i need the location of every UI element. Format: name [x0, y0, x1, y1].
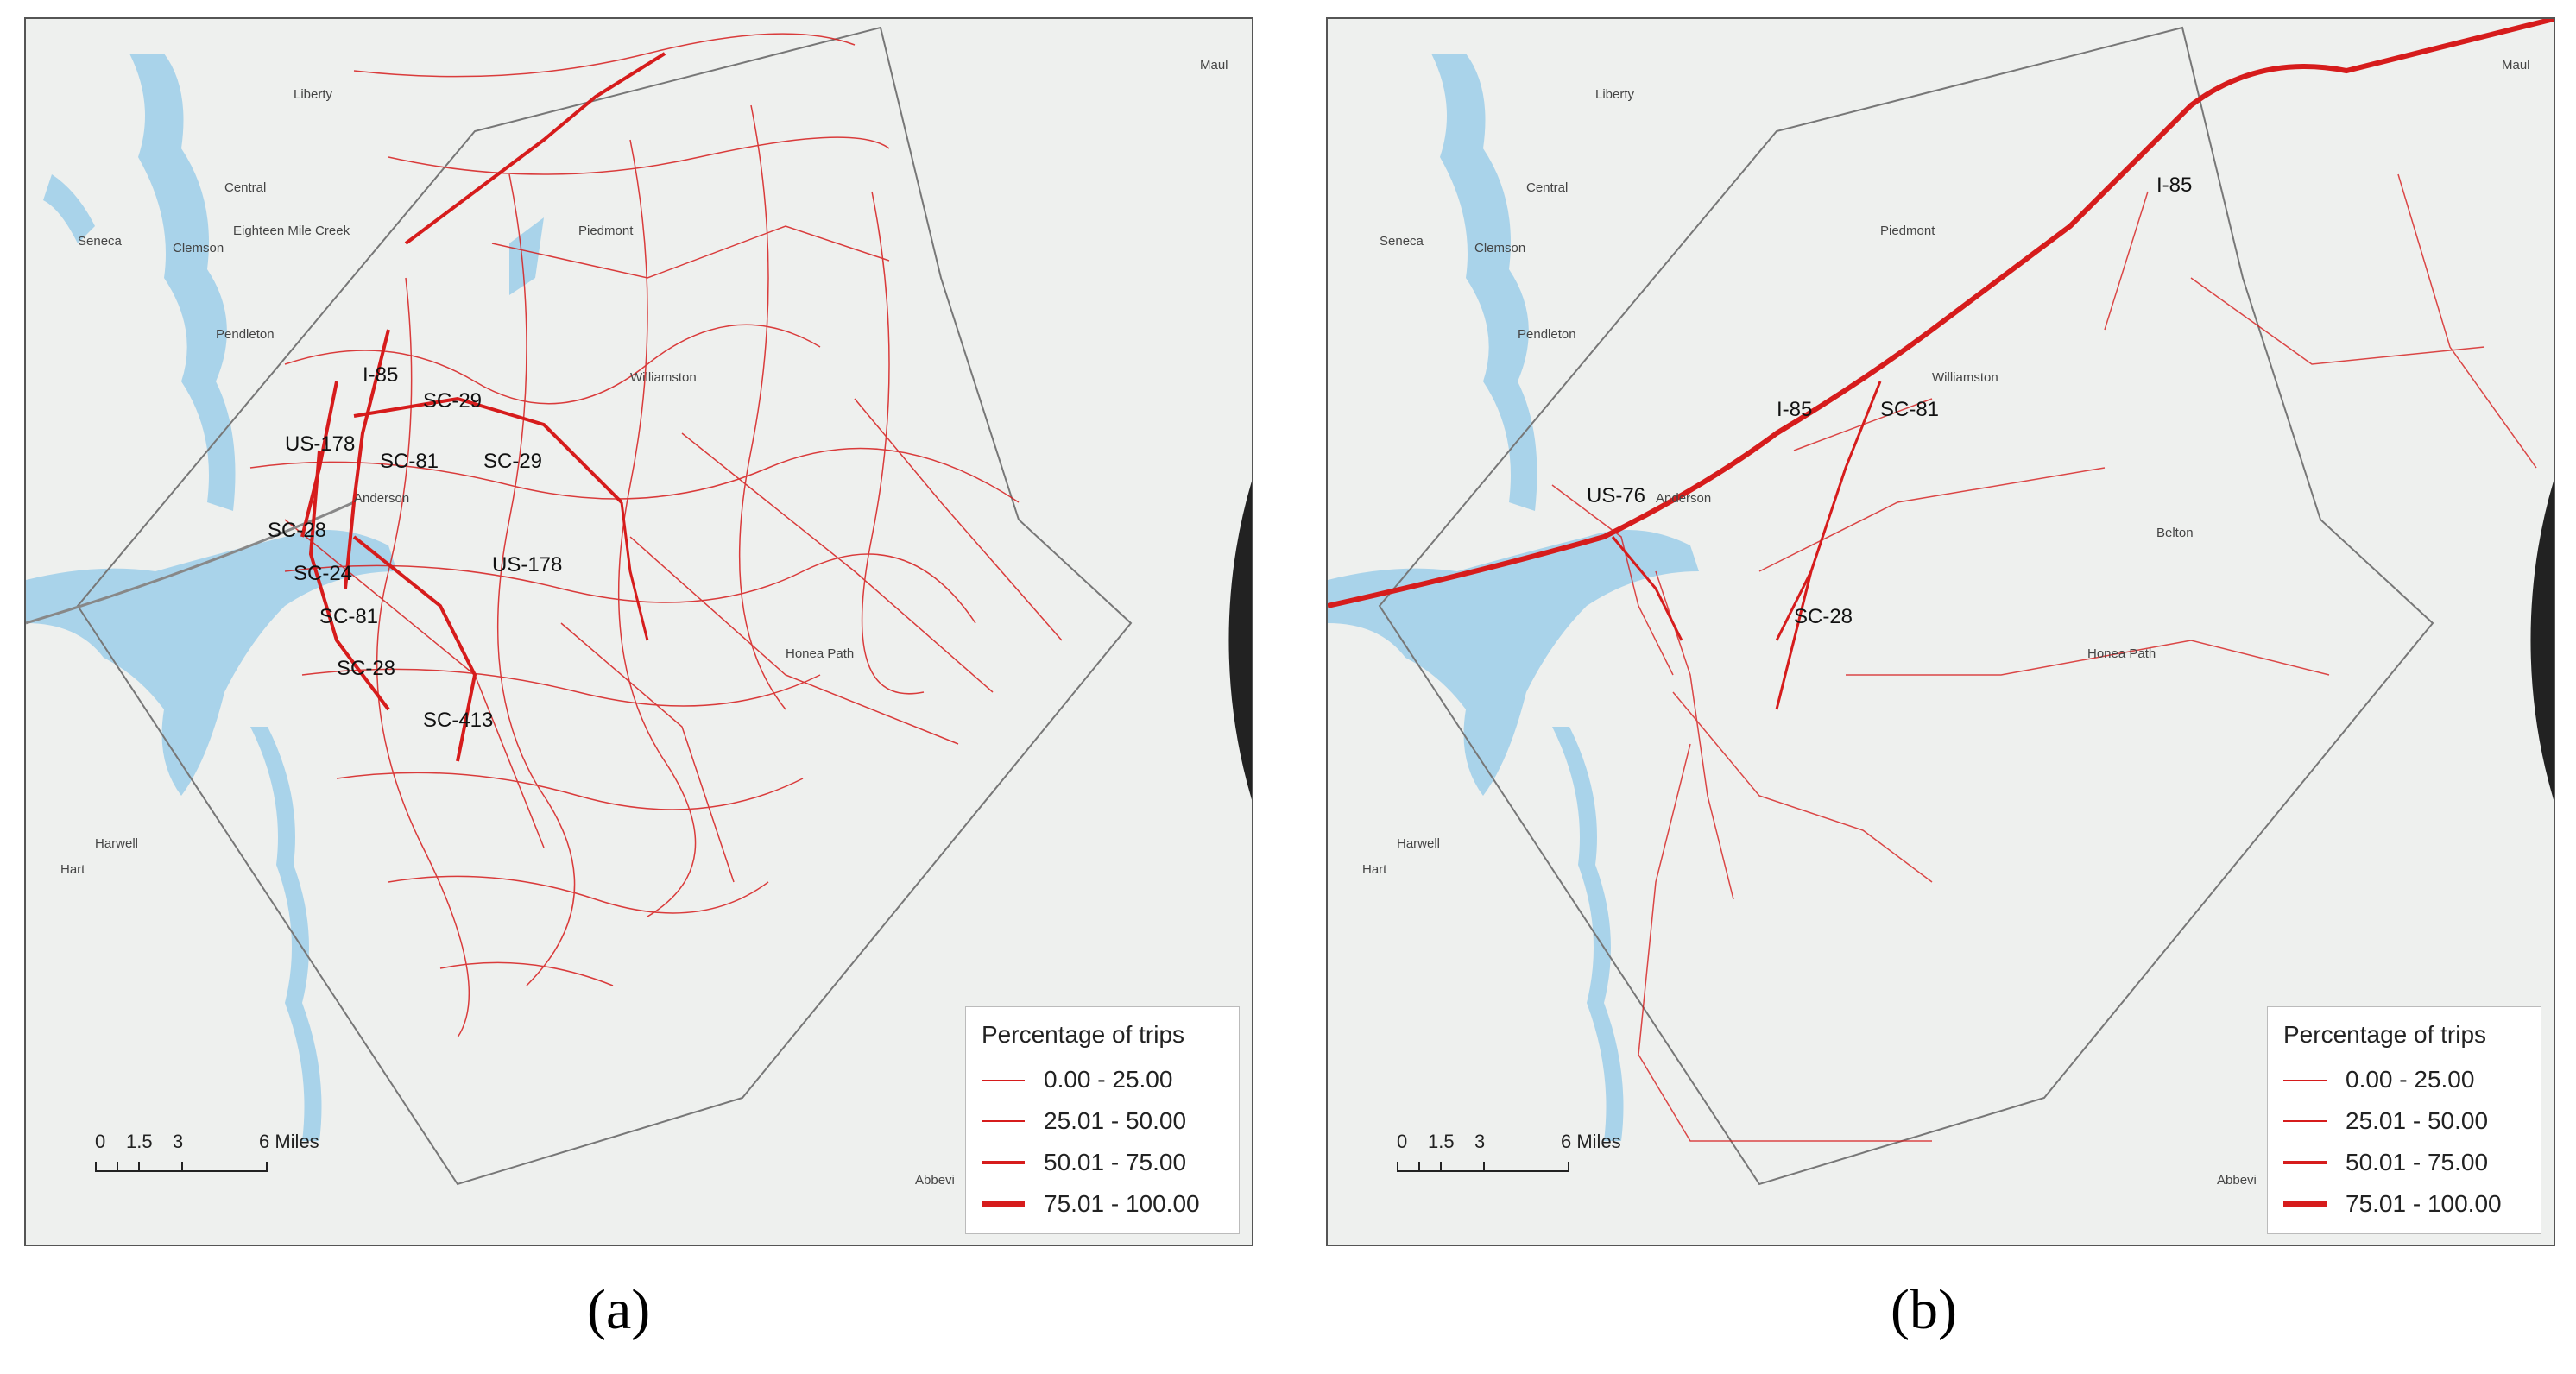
place-clemson: Clemson: [173, 241, 224, 255]
place-williamston-b: Williamston: [1932, 370, 1998, 385]
route-label-sc81-2: SC-81: [319, 605, 378, 628]
route-labels-b: I-85 SC-81 I-85 US-76 SC-28: [1587, 173, 2192, 628]
scale-label-2-b: 3: [1474, 1131, 1486, 1152]
route-label-sc413: SC-413: [423, 709, 493, 732]
north-arrow-icon: [1181, 28, 1252, 799]
place-hart-b: Hart: [1362, 862, 1387, 877]
route-label-i85-b: I-85: [2156, 173, 2192, 197]
place-belton-b: Belton: [2156, 526, 2194, 540]
route-label-us76-b: US-76: [1587, 484, 1645, 507]
place-piedmont: Piedmont: [578, 224, 634, 238]
route-label-sc81-b: SC-81: [1880, 398, 1939, 421]
place-labels-b: Liberty Central Seneca Clemson Pendleton…: [1362, 58, 2530, 1188]
route-sc28-a: [308, 450, 390, 711]
route-label-sc28-2: SC-28: [337, 657, 395, 680]
legend-row-4-b: 75.01 - 100.00: [2283, 1183, 2525, 1225]
place-harwell-b: Harwell: [1397, 836, 1440, 851]
route-label-sc28: SC-28: [268, 519, 326, 542]
place-liberty-b: Liberty: [1595, 87, 1635, 102]
map-canvas-a: Liberty Central Seneca Clemson Pendleton…: [26, 26, 1228, 1188]
major-routes-a: [26, 52, 666, 762]
legend-a: Percentage of trips 0.00 - 25.00 25.01 -…: [965, 1006, 1240, 1234]
scale-label-1-b: 1.5: [1428, 1131, 1455, 1152]
route-label-sc81: SC-81: [380, 450, 439, 473]
scale-label-0: 0: [95, 1131, 106, 1152]
lake-hartwell-b: [1328, 54, 1699, 1141]
route-us178-east-a: [620, 501, 649, 641]
route-label-sc24: SC-24: [294, 562, 352, 585]
north-arrow-icon: [2483, 28, 2554, 799]
place-honea-path: Honea Path: [786, 646, 854, 661]
place-labels-a: Liberty Central Seneca Clemson Pendleton…: [60, 58, 1228, 1188]
place-liberty: Liberty: [294, 87, 333, 102]
place-central: Central: [224, 180, 266, 195]
scale-label-0-b: 0: [1397, 1131, 1408, 1152]
legend-row-2: 25.01 - 50.00: [982, 1100, 1223, 1142]
legend-row-1-b: 0.00 - 25.00: [2283, 1059, 2525, 1100]
route-labels-a: I-85 SC-29 US-178 SC-81 SC-28 SC-24 SC-8…: [268, 363, 562, 732]
scale-label-1: 1.5: [126, 1131, 153, 1152]
route-sc81-b: [1775, 381, 1882, 641]
route-i85-b: [1328, 19, 2554, 608]
place-pendleton: Pendleton: [216, 327, 275, 342]
map-panel-a: Liberty Central Seneca Clemson Pendleton…: [24, 17, 1253, 1246]
scale-label-3-b: 6 Miles: [1561, 1131, 1621, 1152]
scale-bar-a: 0 1.5 3 6 Miles: [95, 1131, 371, 1182]
place-maul: Maul: [1200, 58, 1228, 72]
place-harwell: Harwell: [95, 836, 138, 851]
major-routes-b: [1328, 19, 2554, 710]
legend-row-2-b: 25.01 - 50.00: [2283, 1100, 2525, 1142]
place-williamston: Williamston: [630, 370, 697, 385]
scale-label-2: 3: [173, 1131, 184, 1152]
place-pendleton-b: Pendleton: [1518, 327, 1576, 342]
legend-title: Percentage of trips: [982, 1021, 1185, 1048]
caption-a: (a): [587, 1278, 651, 1341]
place-anderson-b: Anderson: [1656, 491, 1711, 506]
county-boundary-b: [1378, 26, 2434, 1186]
place-hart: Hart: [60, 862, 85, 877]
map-canvas-b: Liberty Central Seneca Clemson Pendleton…: [1328, 19, 2554, 1188]
minor-routes-b: [1551, 173, 2537, 1142]
place-abbevi: Abbevi: [915, 1173, 955, 1188]
place-seneca: Seneca: [78, 234, 123, 249]
place-central-b: Central: [1526, 180, 1568, 195]
route-us178-a: [300, 381, 338, 538]
route-label-sc29-2: SC-29: [483, 450, 542, 473]
route-label-sc28-b: SC-28: [1794, 605, 1853, 628]
place-seneca-b: Seneca: [1380, 234, 1424, 249]
county-boundary-a: [76, 26, 1133, 1186]
map-panel-b: Liberty Central Seneca Clemson Pendleton…: [1326, 17, 2555, 1246]
scale-bar-b: 0 1.5 3 6 Miles: [1397, 1131, 1673, 1182]
legend-row-4: 75.01 - 100.00: [982, 1183, 1223, 1225]
route-sc28-b: [1775, 570, 1813, 710]
route-label-us178-2: US-178: [492, 553, 562, 577]
route-i85-a-west: [26, 501, 355, 625]
legend-title-b: Percentage of trips: [2283, 1021, 2487, 1048]
place-clemson-b: Clemson: [1474, 241, 1525, 255]
place-abbevi-b: Abbevi: [2217, 1173, 2257, 1188]
minor-routes-a: [249, 33, 1063, 1038]
place-eighteen-mile-creek: Eighteen Mile Creek: [233, 224, 350, 238]
legend-row-3: 50.01 - 75.00: [982, 1142, 1223, 1183]
caption-b: (b): [1891, 1278, 1957, 1341]
place-maul-b: Maul: [2502, 58, 2530, 72]
legend-row-3-b: 50.01 - 75.00: [2283, 1142, 2525, 1183]
route-label-us178: US-178: [285, 432, 355, 456]
route-label-i85: I-85: [363, 363, 398, 387]
route-sc413-a: [352, 535, 477, 762]
route-sc81-a: [344, 329, 390, 589]
place-anderson: Anderson: [354, 491, 409, 506]
legend-row-1: 0.00 - 25.00: [982, 1059, 1223, 1100]
route-us76-b: [1611, 536, 1683, 641]
place-piedmont-b: Piedmont: [1880, 224, 1935, 238]
route-i85-a: [404, 52, 666, 245]
legend-b: Percentage of trips 0.00 - 25.00 25.01 -…: [2267, 1006, 2541, 1234]
route-label-i85-b2: I-85: [1777, 398, 1812, 421]
lake-hartwell: [26, 54, 544, 1141]
route-sc29-a: [353, 396, 623, 504]
scale-label-3: 6 Miles: [259, 1131, 319, 1152]
place-honea-path-b: Honea Path: [2087, 646, 2156, 661]
route-label-sc29: SC-29: [423, 389, 482, 413]
